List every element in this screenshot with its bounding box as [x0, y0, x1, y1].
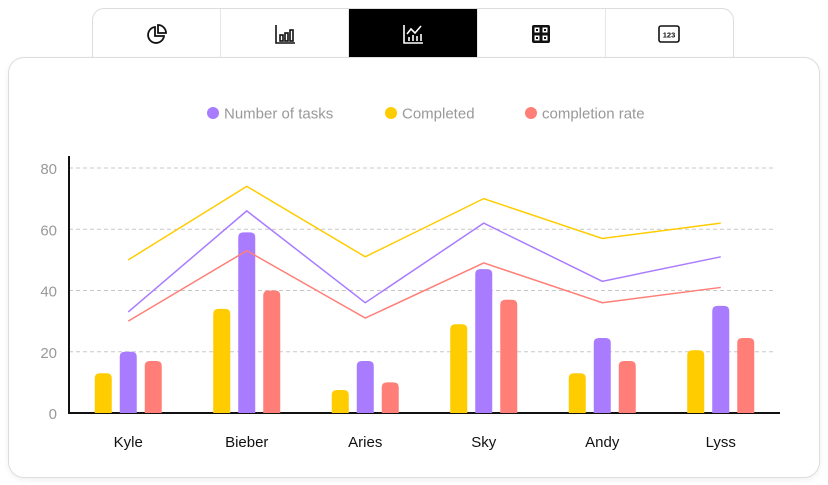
- legend-label: Number of tasks: [224, 106, 333, 123]
- bar-number-of-tasks: [119, 351, 137, 413]
- line-bar-chart-icon: [403, 24, 423, 44]
- chart-card: [8, 57, 820, 478]
- tab-line-bar-chart[interactable]: [349, 9, 478, 58]
- series-line: [127, 249, 721, 322]
- grid-table-icon: [532, 24, 551, 43]
- legend-marker: [207, 107, 219, 119]
- chart-type-tabs: 123: [92, 8, 734, 58]
- bar-chart-icon: [274, 24, 295, 44]
- bar-completion-rate: [737, 337, 755, 413]
- bar-number-of-tasks: [238, 232, 256, 413]
- legend-label: completion rate: [542, 106, 645, 123]
- svg-text:123: 123: [663, 30, 676, 39]
- x-tick-label: Kyle: [114, 434, 143, 451]
- bar-completion-rate: [381, 382, 399, 413]
- series-line: [127, 209, 721, 313]
- bar-number-of-tasks: [475, 269, 493, 413]
- bar-completed: [331, 390, 349, 413]
- y-tick-label: 80: [40, 161, 57, 178]
- tab-table[interactable]: [478, 9, 606, 58]
- y-tick-label: 40: [40, 284, 57, 301]
- bar-completed: [687, 350, 705, 413]
- bar-number-of-tasks: [712, 305, 730, 413]
- y-tick-label: 0: [49, 406, 57, 423]
- x-tick-label: Sky: [471, 434, 497, 451]
- x-tick-label: Aries: [348, 434, 382, 451]
- series-line: [127, 185, 721, 261]
- tab-bar-chart[interactable]: [221, 9, 350, 58]
- bar-number-of-tasks: [593, 337, 611, 413]
- tab-number-card[interactable]: 123: [606, 9, 733, 58]
- x-tick-label: Bieber: [225, 434, 268, 451]
- bar-completion-rate: [263, 290, 281, 413]
- tab-pie-chart[interactable]: [93, 9, 222, 58]
- bar-completion-rate: [500, 299, 518, 413]
- y-tick-label: 20: [40, 345, 57, 362]
- x-tick-label: Lyss: [706, 434, 736, 451]
- pie-chart-icon: [146, 23, 167, 44]
- legend-marker: [385, 107, 397, 119]
- x-tick-label: Andy: [585, 434, 620, 451]
- legend-marker: [525, 107, 537, 119]
- number-card-icon: 123: [658, 24, 681, 43]
- bar-completed: [213, 308, 231, 413]
- bar-completed: [568, 373, 586, 413]
- bar-completion-rate: [618, 360, 636, 413]
- bar-number-of-tasks: [356, 360, 374, 413]
- y-tick-label: 60: [40, 222, 57, 239]
- bar-completed: [450, 324, 468, 413]
- bar-completed: [94, 373, 112, 413]
- bar-completion-rate: [144, 360, 162, 413]
- legend-label: Completed: [402, 106, 475, 123]
